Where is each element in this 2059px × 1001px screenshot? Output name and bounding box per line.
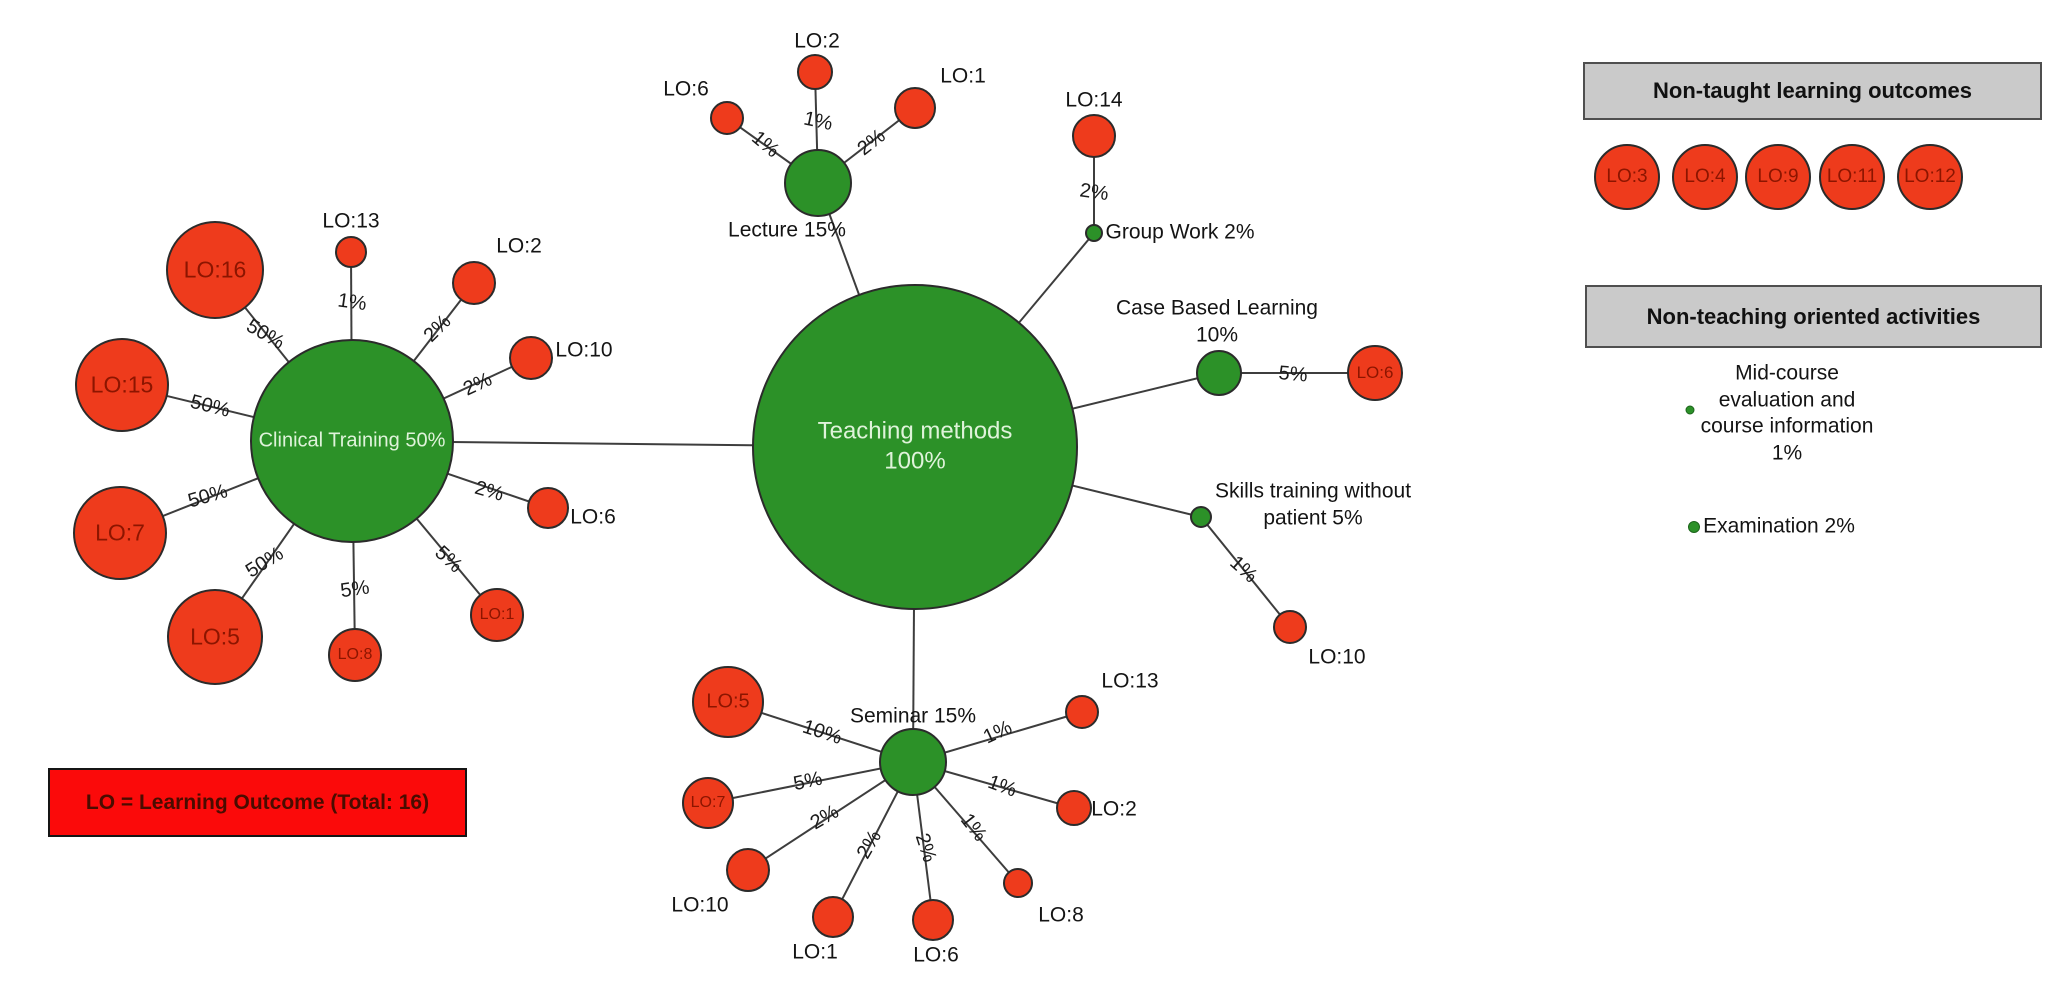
node-l-lo1-outcome-circle <box>894 87 936 129</box>
node-teaching-method-circle <box>752 284 1078 610</box>
node-c-lo10-outcome-circle <box>509 336 553 380</box>
non-teaching-panel-title: Non-teaching oriented activities <box>1646 303 1981 329</box>
node-p-lo9-outcome-circle <box>1745 144 1811 210</box>
node-l-lo6-outcome-circle <box>710 101 744 135</box>
node-s-lo10-outcome-circle <box>1273 610 1307 644</box>
node-sem-lo10-outcome-circle <box>726 848 770 892</box>
node-seminar-method-circle <box>879 728 947 796</box>
node-cbl-method-circle <box>1196 350 1242 396</box>
node-c-lo6-outcome-circle <box>527 487 569 529</box>
node-g-lo14-outcome-circle <box>1072 114 1116 158</box>
node-lecture-method-circle <box>784 149 852 217</box>
node-sem-lo8-outcome-circle <box>1003 868 1033 898</box>
node-c-lo5-outcome-circle <box>167 589 263 685</box>
node-c-lo1-outcome-circle <box>470 588 524 642</box>
node-p-lo4-outcome-circle <box>1672 144 1738 210</box>
node-p-lo12-outcome-circle <box>1897 144 1963 210</box>
node-c-lo2-outcome-circle <box>452 261 496 305</box>
node-c-lo16-outcome-circle <box>166 221 264 319</box>
node-sem-lo13-outcome-circle <box>1065 695 1099 729</box>
mid-course-dot <box>1685 405 1695 415</box>
edge-seminar-sem-lo7 <box>707 761 914 804</box>
node-cbl-lo6-outcome-circle <box>1347 345 1403 401</box>
node-l-lo2-outcome-circle <box>797 54 833 90</box>
node-c-lo7-outcome-circle <box>73 486 167 580</box>
node-sem-lo6-outcome-circle <box>912 899 954 941</box>
node-sem-lo7-outcome-circle <box>682 777 734 829</box>
edge-skills-s-lo10 <box>1200 516 1291 628</box>
non-taught-panel-title: Non-taught learning outcomes <box>1653 78 1972 103</box>
node-clinical-method-circle <box>250 339 454 543</box>
node-sem-lo2-outcome-circle <box>1056 790 1092 826</box>
node-p-lo3-outcome-circle <box>1594 144 1660 210</box>
mid-course-label: Mid-course evaluation and course informa… <box>1700 361 1874 465</box>
examination-label: Examination 2% <box>1703 514 1855 538</box>
node-c-lo15-outcome-circle <box>75 338 169 432</box>
node-c-lo13-outcome-circle <box>335 236 367 268</box>
examination-dot <box>1688 521 1700 533</box>
node-p-lo11-outcome-circle <box>1819 144 1885 210</box>
node-skills-method-circle <box>1190 506 1212 528</box>
node-groupwork-method-circle <box>1085 224 1103 242</box>
legend-box: LO = Learning Outcome (Total: 16) <box>48 768 467 837</box>
non-teaching-panel-header: Non-teaching oriented activities <box>1585 285 2042 348</box>
node-sem-lo5-outcome-circle <box>692 666 764 738</box>
legend-label: LO = Learning Outcome (Total: 16) <box>85 790 430 814</box>
node-c-lo8-outcome-circle <box>328 628 382 682</box>
non-taught-panel-header: Non-taught learning outcomes <box>1583 62 2042 120</box>
node-sem-lo1-outcome-circle <box>812 896 854 938</box>
